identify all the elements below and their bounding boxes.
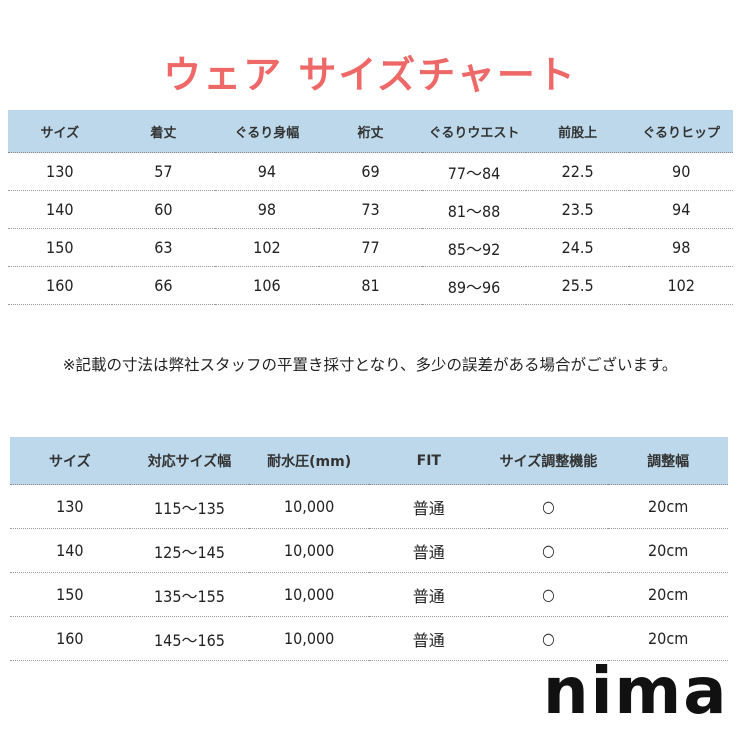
table-cell: 130 <box>8 152 112 191</box>
table-cell: 150 <box>8 228 112 267</box>
size-chart-table: サイズ 着丈 ぐるり身幅 裄丈 ぐるりウエスト 前股上 ぐるりヒップ 130 57 94 69 77… <box>8 110 733 305</box>
table-header-row: サイズ 着丈 ぐるり身幅 裄丈 ぐるりウエスト 前股上 ぐるりヒップ <box>8 110 733 153</box>
table-cell: 10,000 <box>249 616 369 661</box>
table-cell: 94 <box>629 190 733 229</box>
table-row: 130 115～135 10,000 普通 ○ 20cm <box>10 484 728 529</box>
table-cell: 160 <box>8 266 112 305</box>
table-row: 150 135～155 10,000 普通 ○ 20cm <box>10 572 728 617</box>
table-cell: 130 <box>10 484 130 529</box>
table-row: 140 125～145 10,000 普通 ○ 20cm <box>10 528 728 573</box>
table-cell: 10,000 <box>249 572 369 617</box>
table-cell: 20cm <box>608 528 728 573</box>
table-cell: 66 <box>111 266 216 305</box>
table-cell: 89～96 <box>422 266 526 305</box>
column-header: サイズ <box>10 437 130 485</box>
table-cell: 106 <box>215 266 319 305</box>
table-cell: 125～145 <box>129 528 250 573</box>
spec-table: サイズ 対応サイズ幅 耐水圧(mm) FIT サイズ調整機能 調整幅 130 115～135… <box>10 437 728 661</box>
table-cell: 140 <box>8 190 112 229</box>
table-cell: ○ <box>488 572 609 617</box>
table-cell: 20cm <box>608 616 728 661</box>
table-cell: 77 <box>318 228 423 267</box>
table-cell: 普通 <box>368 616 489 661</box>
table-cell: 102 <box>215 228 319 267</box>
table-cell: 102 <box>629 266 733 305</box>
table-cell: 普通 <box>368 528 489 573</box>
table-cell: 10,000 <box>249 484 369 529</box>
table-cell: 普通 <box>368 484 489 529</box>
table-header-row: サイズ 対応サイズ幅 耐水圧(mm) FIT サイズ調整機能 調整幅 <box>10 437 728 485</box>
column-header: ぐるりヒップ <box>629 110 733 153</box>
table-cell: 69 <box>318 152 423 191</box>
table-cell: 10,000 <box>249 528 369 573</box>
table-cell: 24.5 <box>525 228 630 267</box>
table-cell: 160 <box>10 616 130 661</box>
table-row: 140 60 98 73 81～88 23.5 94 <box>8 190 733 229</box>
column-header: サイズ <box>8 110 112 153</box>
table-cell: ○ <box>488 528 609 573</box>
table-cell: 73 <box>318 190 423 229</box>
table-cell: 57 <box>111 152 216 191</box>
table-row: 160 66 106 81 89～96 25.5 102 <box>8 266 733 305</box>
column-header: 耐水圧(mm) <box>249 437 369 485</box>
column-header: 調整幅 <box>608 437 728 485</box>
table-cell: 90 <box>629 152 733 191</box>
table-cell: ○ <box>488 616 609 661</box>
table-row: 160 145～165 10,000 普通 ○ 20cm <box>10 616 728 661</box>
column-header: サイズ調整機能 <box>488 437 609 485</box>
table-cell: 普通 <box>368 572 489 617</box>
column-header: ぐるりウエスト <box>422 110 526 153</box>
table-cell: 22.5 <box>525 152 630 191</box>
table-cell: 81 <box>318 266 423 305</box>
table-cell: 23.5 <box>525 190 630 229</box>
table-cell: ○ <box>488 484 609 529</box>
table-cell: 77～84 <box>422 152 526 191</box>
table-cell: 20cm <box>608 572 728 617</box>
measurement-note: ※記載の寸法は弊社スタッフの平置き採寸となり、多少の誤差がある場合がございます。 <box>62 356 678 374</box>
column-header: 着丈 <box>111 110 216 153</box>
table-cell: 145～165 <box>129 616 250 661</box>
table-cell: 98 <box>629 228 733 267</box>
column-header: 前股上 <box>525 110 630 153</box>
column-header: 裄丈 <box>318 110 423 153</box>
table-row: 150 63 102 77 85～92 24.5 98 <box>8 228 733 267</box>
table-cell: 94 <box>215 152 319 191</box>
column-header: ぐるり身幅 <box>215 110 319 153</box>
table-row: 130 57 94 69 77～84 22.5 90 <box>8 152 733 191</box>
table-cell: 25.5 <box>525 266 630 305</box>
table-cell: 81～88 <box>422 190 526 229</box>
table-cell: 85～92 <box>422 228 526 267</box>
column-header: FIT <box>368 437 489 485</box>
table-cell: 115～135 <box>129 484 250 529</box>
table-cell: 135～155 <box>129 572 250 617</box>
brand-logo: nima <box>543 655 729 729</box>
table-cell: 60 <box>111 190 216 229</box>
page-title: ウェア サイズチャート <box>163 53 577 97</box>
table-cell: 140 <box>10 528 130 573</box>
table-cell: 150 <box>10 572 130 617</box>
table-cell: 20cm <box>608 484 728 529</box>
table-cell: 63 <box>111 228 216 267</box>
column-header: 対応サイズ幅 <box>129 437 250 485</box>
table-cell: 98 <box>215 190 319 229</box>
